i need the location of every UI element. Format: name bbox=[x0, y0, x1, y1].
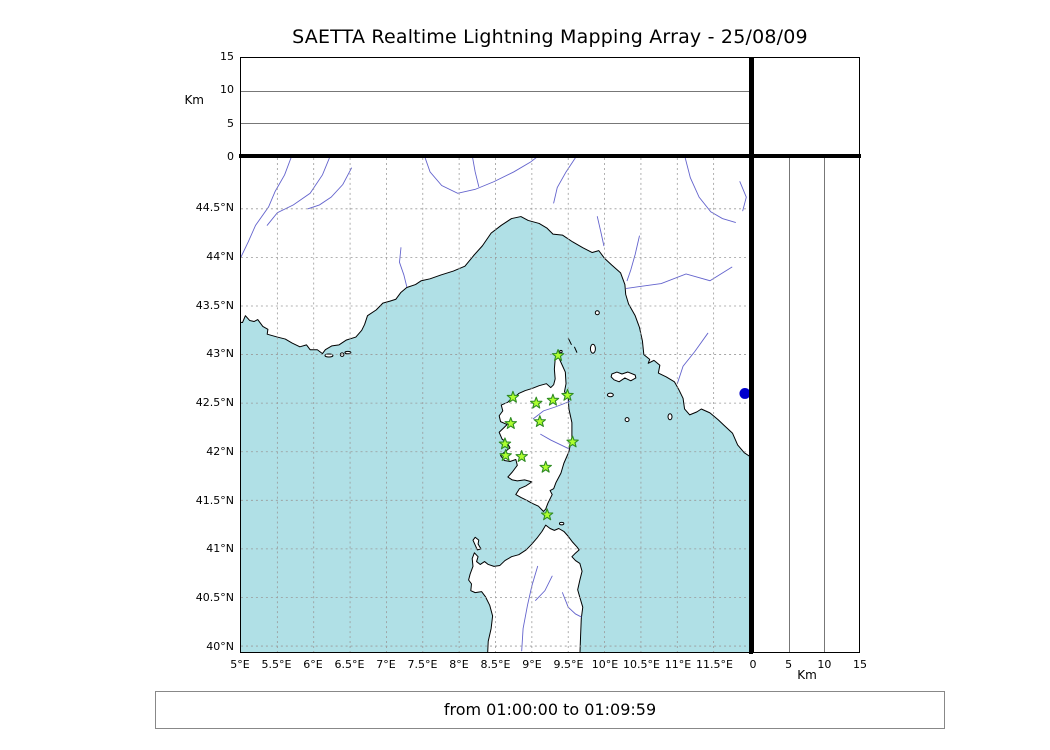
lat-tick-label: 42.5°N bbox=[195, 396, 234, 410]
coastline-asinara bbox=[472, 536, 482, 551]
lat-tick-label: 41°N bbox=[206, 542, 234, 556]
coastline-corsica bbox=[498, 353, 573, 512]
altitude-tick-label: 10 bbox=[220, 83, 234, 97]
altitude-tick-label: 0 bbox=[227, 150, 234, 163]
river bbox=[307, 167, 353, 210]
station-marker bbox=[551, 348, 565, 361]
island bbox=[589, 343, 596, 354]
river bbox=[532, 400, 571, 420]
station-marker bbox=[504, 417, 517, 429]
coastline-mainland bbox=[241, 158, 750, 458]
altitude-axis-label-right: Km bbox=[797, 668, 817, 682]
lon-tick-label: 11.5°E bbox=[696, 658, 733, 671]
lon-tick-label: 10°E bbox=[591, 658, 619, 671]
altitude-axis-label-top: Km bbox=[184, 93, 204, 107]
altitude-longitude-panel bbox=[240, 57, 751, 157]
station-marker bbox=[540, 508, 554, 521]
lon-tick-label: 5°E bbox=[230, 658, 250, 671]
lat-tick-label: 42°N bbox=[206, 444, 234, 458]
lon-tick-label: 6°E bbox=[303, 658, 323, 671]
station-marker bbox=[533, 415, 547, 427]
station-marker bbox=[561, 388, 574, 401]
river bbox=[739, 181, 747, 212]
island bbox=[624, 417, 630, 423]
island bbox=[344, 350, 352, 355]
map-panel bbox=[240, 157, 751, 653]
island bbox=[606, 392, 614, 398]
lon-tick-label: 8°E bbox=[449, 658, 469, 671]
map-canvas bbox=[241, 158, 750, 652]
coastline-sardinia bbox=[468, 524, 584, 652]
lat-tick-label: 43.5°N bbox=[195, 298, 234, 312]
island bbox=[558, 521, 565, 526]
lon-tick-label: 9.5°E bbox=[553, 658, 584, 671]
river bbox=[596, 216, 605, 247]
altitude-latitude-panel bbox=[753, 157, 860, 653]
island bbox=[594, 310, 600, 316]
altitude-gridline-5km bbox=[241, 123, 750, 125]
altitude-km-tick-label: 10 bbox=[817, 658, 832, 671]
lon-tick-label: 7°E bbox=[376, 658, 396, 671]
altitude-gridline-5km bbox=[788, 158, 790, 652]
lat-tick-label: 44.5°N bbox=[195, 201, 234, 215]
altitude-histogram-panel bbox=[753, 57, 860, 157]
island bbox=[667, 413, 673, 421]
station-marker bbox=[498, 437, 512, 450]
altitude-gridline-10km bbox=[823, 158, 825, 652]
station-marker bbox=[566, 435, 579, 448]
lon-tick-label: 6.5°E bbox=[334, 658, 365, 671]
time-range-box: from 01:00:00 to 01:09:59 bbox=[155, 691, 945, 729]
river bbox=[553, 158, 576, 204]
chart-title: SAETTA Realtime Lightning Mapping Array … bbox=[292, 26, 808, 48]
altitude-km-tick-label: 5 bbox=[785, 658, 793, 671]
panel-divider-vertical bbox=[749, 57, 753, 654]
river bbox=[472, 158, 480, 187]
coastline-elba bbox=[610, 371, 637, 383]
panel-divider-horizontal bbox=[239, 154, 861, 158]
station-marker bbox=[539, 460, 552, 473]
lat-tick-label: 41.5°N bbox=[195, 493, 234, 507]
river bbox=[684, 158, 736, 223]
river bbox=[266, 158, 330, 226]
river bbox=[676, 332, 709, 385]
river bbox=[626, 235, 640, 282]
lon-tick-label: 11°E bbox=[664, 658, 692, 671]
altitude-tick-label: 5 bbox=[227, 116, 234, 130]
lat-tick-label: 44°N bbox=[206, 249, 234, 263]
station-marker bbox=[499, 449, 512, 462]
lon-tick-label: 5.5°E bbox=[261, 658, 292, 671]
islet-mark bbox=[567, 337, 572, 346]
river bbox=[521, 565, 539, 652]
altitude-km-tick-label: 15 bbox=[853, 658, 867, 671]
lon-tick-label: 8.5°E bbox=[480, 658, 511, 671]
lon-tick-label: 9°E bbox=[522, 658, 542, 671]
altitude-gridline-10km bbox=[241, 90, 750, 92]
river bbox=[424, 158, 537, 194]
river bbox=[561, 592, 582, 618]
lat-tick-label: 40.5°N bbox=[195, 591, 234, 605]
station-marker bbox=[515, 450, 528, 463]
lake-marker bbox=[739, 387, 750, 399]
river bbox=[535, 575, 553, 601]
station-marker bbox=[546, 393, 560, 406]
river bbox=[399, 247, 408, 288]
lon-tick-label: 10.5°E bbox=[623, 658, 660, 671]
islet-mark bbox=[573, 346, 578, 353]
river bbox=[540, 433, 570, 450]
altitude-tick-label: 15 bbox=[220, 50, 234, 63]
lat-tick-label: 43°N bbox=[206, 347, 234, 361]
island bbox=[559, 349, 563, 354]
altitude-km-tick-label: 0 bbox=[749, 658, 757, 671]
river bbox=[241, 158, 292, 259]
lat-tick-label: 40°N bbox=[206, 640, 234, 654]
lon-tick-label: 7.5°E bbox=[407, 658, 438, 671]
station-marker bbox=[506, 390, 520, 403]
station-marker bbox=[530, 396, 543, 409]
